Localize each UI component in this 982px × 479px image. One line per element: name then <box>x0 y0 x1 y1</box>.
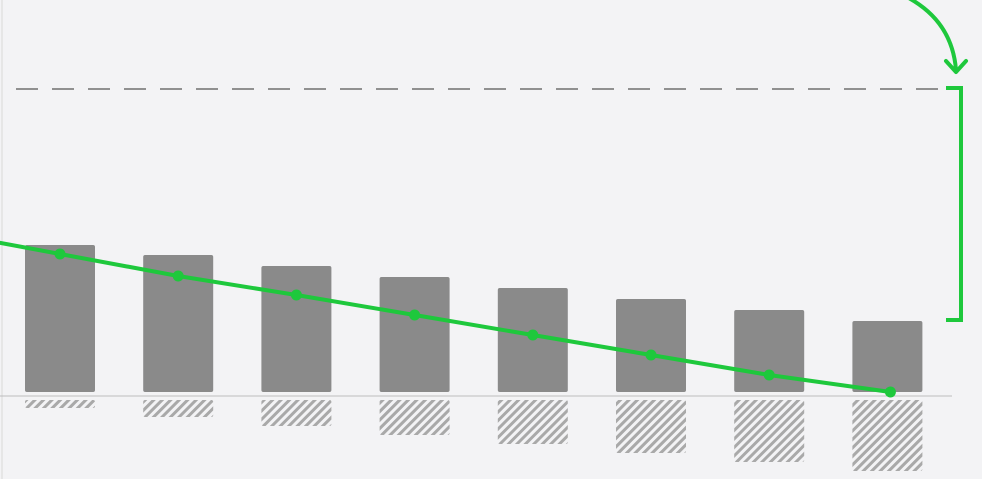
bar-positive <box>616 299 686 392</box>
positive-bars <box>25 245 923 392</box>
bar-positive <box>25 245 95 392</box>
bar-positive <box>143 255 214 392</box>
bar-negative <box>497 400 568 444</box>
trend-point <box>172 270 184 282</box>
trend-point <box>409 309 421 321</box>
curved-arrow <box>908 0 958 72</box>
trend-point <box>645 349 657 361</box>
bar-negative <box>616 400 686 453</box>
trend-point <box>527 329 539 341</box>
arrow-head-icon <box>944 59 968 74</box>
trend-point <box>884 386 896 398</box>
negative-bars <box>25 400 923 471</box>
bar-negative <box>379 400 450 435</box>
trend-point <box>290 289 302 301</box>
bar-positive <box>261 266 332 392</box>
bar-negative <box>734 400 805 462</box>
trend-point <box>54 248 66 260</box>
bar-negative <box>261 400 332 426</box>
trend-line-group <box>0 240 896 398</box>
bar-negative <box>852 400 923 471</box>
bar-positive <box>379 277 450 392</box>
bar-positive <box>852 321 923 392</box>
bar-negative <box>25 400 95 408</box>
bar-negative <box>143 400 214 417</box>
trend-point <box>763 369 775 381</box>
difference-bracket <box>946 86 963 322</box>
